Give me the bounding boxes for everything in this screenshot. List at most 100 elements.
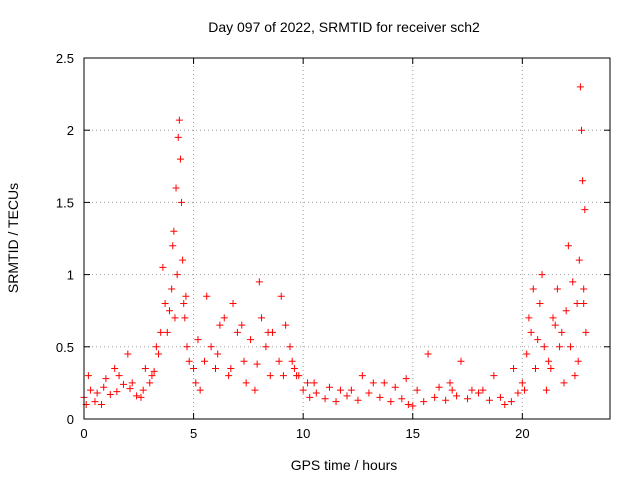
data-point [255,278,263,286]
data-point [420,398,428,406]
data-point [579,177,587,185]
data-point [376,393,384,401]
data-point [251,386,259,394]
data-point [325,383,333,391]
data-point [128,379,136,387]
data-point [279,372,287,380]
data-point [336,386,344,394]
data-point [290,364,298,372]
data-point [157,328,165,336]
data-point [580,299,588,307]
data-point [536,299,544,307]
data-point [225,372,233,380]
y-tick-label: 0.5 [56,340,74,355]
data-point [310,379,318,387]
data-point [529,285,537,293]
data-point [475,389,482,397]
data-point [180,299,188,307]
data-point [253,360,261,368]
data-point [549,314,557,322]
data-point [137,393,145,401]
data-point [369,379,377,387]
data-point [84,372,92,380]
data-point [358,372,366,380]
data-point [431,393,439,401]
data-point [424,350,432,358]
data-point [398,395,406,403]
data-point [172,184,180,192]
data-point [306,393,314,401]
data-point [152,343,160,351]
data-point [556,343,564,351]
data-point [229,299,237,307]
data-point [514,389,522,397]
data-point [413,386,421,394]
data-point [190,364,198,372]
data-point [185,357,193,365]
y-tick-label: 2.5 [56,51,74,66]
y-ticks: 0 0.5 1 1.5 2 2.5 [56,51,610,427]
data-point [98,401,106,409]
x-axis-label: GPS time / hours [291,457,398,473]
data-point [277,292,285,300]
data-point [564,242,572,250]
data-point [171,314,179,322]
data-point [119,380,127,388]
data-point [196,386,204,394]
data-point [578,126,586,134]
data-point [264,328,272,336]
grid-lines [84,58,610,419]
data-point [207,343,215,351]
data-point [220,314,228,322]
y-tick-label: 2 [67,123,74,138]
data-point [521,386,529,394]
data-point [573,299,581,307]
x-tick-label: 20 [515,426,529,441]
data-point [380,379,388,387]
data-point [176,155,184,163]
data-point [242,379,250,387]
x-tick-label: 5 [190,426,197,441]
data-point [133,392,141,400]
data-point [179,256,187,264]
data-point [139,386,147,394]
y-tick-label: 1.5 [56,195,74,210]
data-point [262,343,270,351]
data-point [581,206,589,214]
data-point [227,364,235,372]
data-point [91,398,99,406]
data-point [159,263,167,271]
chart-title: Day 097 of 2022, SRMTID for receiver sch… [208,19,480,35]
data-point [282,321,290,329]
plot-frame [83,57,611,420]
data-point [496,393,504,401]
data-point [507,398,515,406]
data-point [100,383,108,391]
data-point [387,398,395,406]
data-point [448,386,456,394]
data-point [538,271,546,279]
data-point [580,285,588,293]
data-point [124,350,132,358]
data-points [80,83,590,410]
data-point [203,292,211,300]
data-point [87,386,95,394]
y-axis-label: SRMTID / TECUs [5,183,21,293]
data-point [163,328,171,336]
data-point [126,385,134,393]
data-point [113,388,121,396]
data-point [233,328,241,336]
data-point [391,383,399,391]
data-point [347,386,355,394]
data-point [216,321,224,329]
data-point [168,285,176,293]
data-point [170,227,178,235]
data-point [321,395,329,403]
x-tick-label: 0 [80,426,87,441]
data-point [569,278,577,286]
data-point [174,133,182,141]
data-point [547,364,555,372]
data-point [354,396,362,404]
data-point [286,343,294,351]
